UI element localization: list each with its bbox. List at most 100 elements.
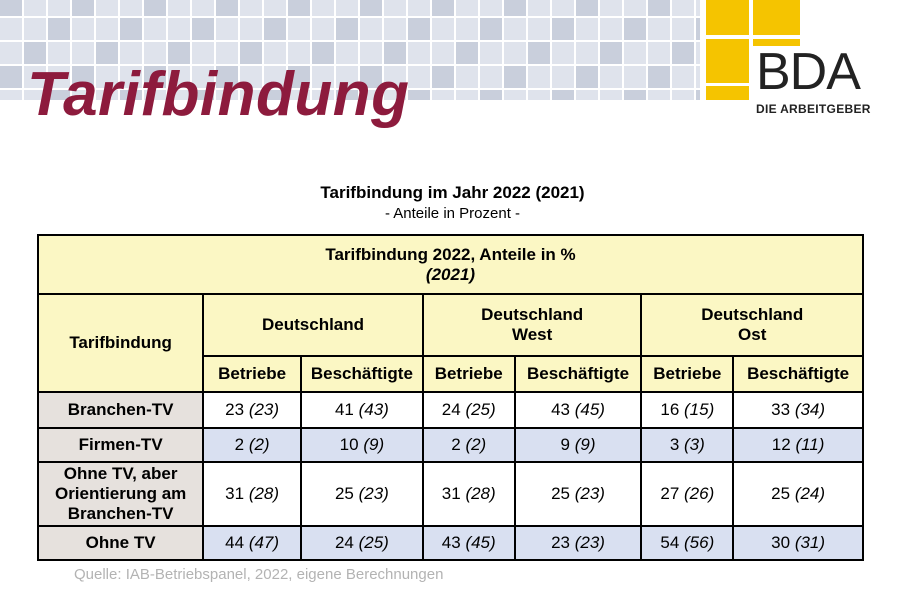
cell-value-2021: (25) <box>465 400 496 419</box>
grid-square <box>456 18 478 40</box>
grid-square <box>528 42 550 64</box>
column-header: Beschäftigte <box>732 355 864 393</box>
grid-square <box>192 42 214 64</box>
table-cell: 25 (23) <box>513 461 643 527</box>
grid-square <box>216 90 238 100</box>
grid-square <box>240 0 262 16</box>
table-cell: 2 (2) <box>202 427 302 463</box>
grid-square <box>528 66 550 88</box>
cell-value-2022: 54 <box>660 533 680 552</box>
grid-square <box>48 0 70 16</box>
grid-square <box>96 90 118 100</box>
banner-line-2: (2021) <box>425 264 476 284</box>
grid-square <box>168 18 190 40</box>
cell-value-2022: 24 <box>441 400 461 419</box>
region-header-west: Deutschland West <box>421 293 643 357</box>
table-cell: 30 (31) <box>732 525 864 561</box>
grid-square <box>552 42 574 64</box>
cell-value-2021: (43) <box>358 400 389 419</box>
grid-square <box>576 90 598 100</box>
grid-square <box>576 0 598 16</box>
table-cell: 16 (15) <box>640 391 735 429</box>
logo-square-mid-right <box>753 39 800 46</box>
grid-square <box>192 66 214 88</box>
grid-square <box>576 66 598 88</box>
grid-square <box>0 18 22 40</box>
grid-square <box>264 90 286 100</box>
decorative-grid <box>0 0 700 100</box>
table-cell: 9 (9) <box>513 427 643 463</box>
grid-square <box>288 66 310 88</box>
grid-square <box>312 0 334 16</box>
cell-value-2021: (45) <box>465 533 496 552</box>
grid-square <box>552 66 574 88</box>
grid-square <box>480 0 502 16</box>
grid-square <box>96 66 118 88</box>
grid-square <box>624 42 646 64</box>
grid-square <box>456 66 478 88</box>
cell-value-2022: 43 <box>441 533 461 552</box>
grid-square <box>192 0 214 16</box>
grid-square <box>624 0 646 16</box>
table-body: Branchen-TV 23 (23) 41 (43) 24 (25) 43 (45) 1… <box>36 391 864 561</box>
row-header-label: Tarifbindung <box>36 293 205 393</box>
grid-square <box>504 90 526 100</box>
cell-value-2022: 31 <box>441 484 461 503</box>
grid-square <box>24 42 46 64</box>
table-cell: 12 (11) <box>732 427 864 463</box>
row-label: Branchen-TV <box>36 391 205 429</box>
grid-square <box>48 90 70 100</box>
grid-square <box>168 42 190 64</box>
grid-square <box>360 90 382 100</box>
grid-square <box>240 42 262 64</box>
grid-square <box>432 90 454 100</box>
grid-square <box>432 0 454 16</box>
grid-square <box>192 18 214 40</box>
cell-value-2021: (2) <box>248 435 270 454</box>
table-cell: 24 (25) <box>421 391 516 429</box>
grid-square <box>528 0 550 16</box>
grid-square <box>216 66 238 88</box>
region-header-ost-text: Deutschland Ost <box>701 305 804 344</box>
cell-value-2022: 25 <box>771 484 791 503</box>
grid-square <box>384 66 406 88</box>
grid-square <box>552 18 574 40</box>
grid-square <box>0 42 22 64</box>
cell-value-2021: (23) <box>358 484 389 503</box>
grid-square <box>48 18 70 40</box>
row-label: Ohne TV <box>36 525 205 561</box>
region-header-deutschland: Deutschland <box>202 293 424 357</box>
table-cell: 43 (45) <box>421 525 516 561</box>
column-header-row: Betriebe Beschäftigte Betriebe Beschäftigte… <box>38 355 864 393</box>
grid-square <box>264 18 286 40</box>
grid-square <box>120 0 142 16</box>
grid-square <box>528 18 550 40</box>
grid-square <box>432 66 454 88</box>
grid-square <box>504 18 526 40</box>
grid-square <box>432 42 454 64</box>
grid-square <box>336 66 358 88</box>
cell-value-2022: 24 <box>334 533 354 552</box>
grid-square <box>144 0 166 16</box>
cell-value-2022: 12 <box>771 435 791 454</box>
cell-value-2022: 25 <box>334 484 354 503</box>
grid-square <box>336 42 358 64</box>
grid-square <box>672 0 694 16</box>
grid-square <box>312 42 334 64</box>
grid-square <box>624 18 646 40</box>
grid-square <box>672 90 694 100</box>
grid-square <box>288 18 310 40</box>
grid-square <box>264 42 286 64</box>
grid-square <box>408 42 430 64</box>
table-cell: 43 (45) <box>513 391 643 429</box>
grid-square <box>648 90 670 100</box>
grid-square <box>288 0 310 16</box>
grid-square <box>48 42 70 64</box>
row-label: Firmen-TV <box>36 427 205 463</box>
grid-square <box>360 66 382 88</box>
grid-square <box>576 42 598 64</box>
grid-square <box>24 66 46 88</box>
grid-square <box>240 90 262 100</box>
grid-square <box>480 90 502 100</box>
cell-value-2021: (24) <box>794 484 826 503</box>
